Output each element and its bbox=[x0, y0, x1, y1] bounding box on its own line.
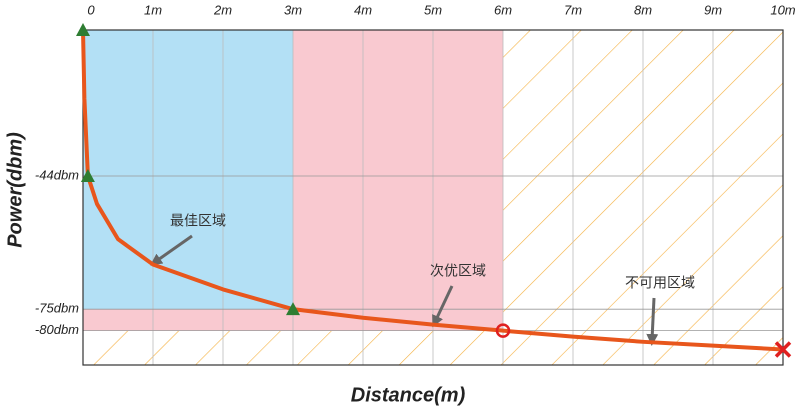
foreground: 不可用区域 次优区域 最佳区域 bbox=[76, 23, 792, 358]
marker bbox=[495, 323, 511, 338]
zone-label: 最佳区域 bbox=[170, 213, 226, 229]
y-axis-title: Power(dbm) bbox=[4, 132, 26, 248]
x-tick-label: 3m bbox=[284, 2, 302, 17]
y-tick-label: -80dbm bbox=[35, 322, 79, 337]
marker bbox=[80, 169, 95, 183]
x-tick-label: 7m bbox=[564, 2, 582, 17]
grid: 0 1m 2m 3m 4m 5m 6m 7m 8m 9m 10m -44dbm -75dbm -80dbm bbox=[35, 2, 796, 366]
annotation-arrow bbox=[646, 297, 659, 346]
x-tick-label: 0 bbox=[87, 2, 95, 17]
marker bbox=[76, 23, 90, 36]
x-tick-label: 5m bbox=[424, 2, 442, 17]
zone bbox=[83, 30, 293, 310]
y-tick-label: -75dbm bbox=[35, 301, 79, 316]
y-tick-label: -44dbm bbox=[35, 167, 79, 182]
plot-frame bbox=[82, 29, 784, 366]
annotation-arrow bbox=[432, 285, 454, 328]
x-tick-label: 6m bbox=[494, 2, 512, 17]
annotation-arrow bbox=[150, 234, 193, 266]
x-tick-label: 4m bbox=[354, 2, 372, 17]
zone-label: 次优区域 bbox=[430, 263, 486, 279]
zone-label: 不可用区域 bbox=[625, 275, 695, 291]
x-tick-label: 10m bbox=[770, 2, 795, 17]
x-tick-label: 2m bbox=[213, 2, 232, 17]
x-tick-label: 1m bbox=[144, 2, 162, 17]
x-tick-label: 8m bbox=[634, 2, 652, 17]
x-tick-label: 9m bbox=[704, 2, 722, 17]
marker bbox=[286, 302, 300, 316]
x-axis-title: Distance(m) bbox=[351, 384, 466, 406]
marker bbox=[774, 341, 792, 358]
